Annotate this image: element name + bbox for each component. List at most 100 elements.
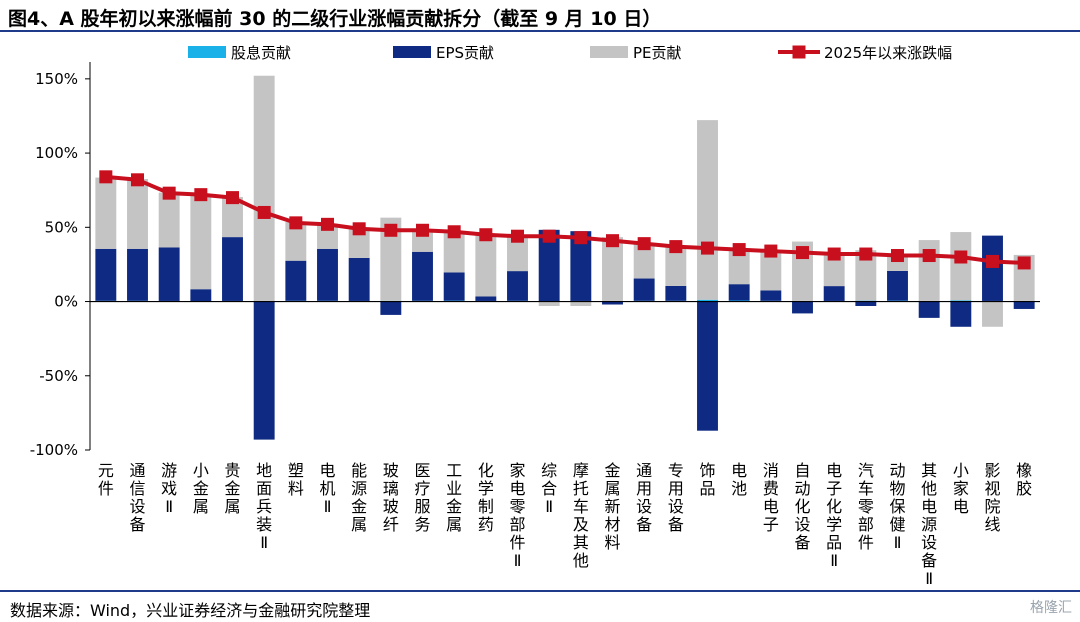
- pe-bar: [823, 253, 845, 287]
- ytd-return-point: [827, 247, 841, 261]
- x-category-label: 金属新材料: [604, 461, 620, 552]
- x-category-label: 电池: [731, 461, 747, 498]
- x-category-label: 消费电子: [763, 461, 779, 534]
- ytd-return-point: [986, 254, 999, 268]
- x-category-label: 橡胶: [1016, 461, 1032, 498]
- pe-bar: [95, 177, 117, 249]
- pe-bar: [538, 301, 560, 306]
- x-category-label: 其他电源设备 Ⅱ: [921, 461, 937, 588]
- legend-dividend-swatch: [188, 46, 226, 58]
- pe-bar: [602, 237, 623, 301]
- pe-bar: [760, 250, 782, 291]
- ytd-return-point: [321, 217, 334, 231]
- ytd-return-point: [226, 191, 239, 205]
- pe-bar: [475, 234, 497, 297]
- x-category-label: 玻璃玻纤: [383, 461, 399, 534]
- y-tick-label: 50%: [45, 218, 78, 236]
- eps-bar: [222, 237, 243, 301]
- eps-bar: [412, 251, 433, 301]
- x-category-label: 贵金属: [224, 461, 240, 516]
- eps-bar: [950, 301, 972, 327]
- bars: [95, 75, 1035, 440]
- eps-bar: [1013, 301, 1035, 309]
- figure-title: 图4、A 股年初以来涨幅前 30 的二级行业涨幅贡献拆分（截至 9 月 10 日…: [8, 8, 662, 30]
- ytd-return-point: [289, 216, 303, 230]
- ytd-return-point: [99, 170, 113, 184]
- ytd-return-point: [542, 229, 556, 243]
- x-category-label: 游戏 Ⅱ: [161, 461, 177, 516]
- x-category-label: 医疗服务: [414, 461, 430, 534]
- pe-bar: [697, 120, 718, 300]
- legend-dividend: 股息贡献: [188, 44, 291, 62]
- ytd-return-point: [732, 243, 746, 257]
- pe-bar: [570, 301, 592, 306]
- eps-bar: [982, 235, 1003, 301]
- ytd-return-point: [194, 188, 208, 202]
- ytd-return-point: [606, 234, 619, 248]
- eps-bar: [190, 289, 212, 302]
- legend-eps-label: EPS贡献: [436, 44, 494, 62]
- pe-bar: [190, 195, 212, 290]
- eps-bar: [127, 248, 148, 301]
- dividend-bar: [697, 299, 718, 302]
- legend-ytd-return-label: 2025年以来涨跌幅: [824, 44, 952, 62]
- line-series: [99, 170, 1031, 270]
- pe-bar: [158, 192, 180, 248]
- pe-bar: [855, 250, 877, 301]
- ytd-return-point: [416, 223, 429, 237]
- ytd-return-point: [574, 231, 588, 245]
- pe-bar: [348, 228, 370, 258]
- x-category-label: 动物保健 Ⅱ: [889, 461, 905, 552]
- pe-bar: [728, 248, 750, 285]
- x-category-label: 工业金属: [446, 461, 462, 534]
- eps-bar: [317, 248, 338, 301]
- y-axis: 150% 100% 50% 0% -50% -100%: [30, 62, 91, 459]
- eps-bar: [253, 301, 275, 440]
- eps-bar: [602, 301, 623, 305]
- eps-bar: [285, 260, 307, 301]
- eps-bar: [443, 272, 465, 301]
- y-tick-label: 100%: [35, 144, 78, 162]
- eps-bar: [538, 229, 560, 302]
- eps-bar: [697, 301, 718, 431]
- x-category-label: 汽车零部件: [858, 461, 874, 552]
- y-tick-label: 150%: [35, 70, 78, 88]
- x-category-label: 饰品: [699, 461, 715, 498]
- pe-bar: [443, 232, 465, 273]
- ytd-return-point: [447, 225, 461, 239]
- y-tick-label: -100%: [30, 441, 78, 459]
- ytd-return-point: [637, 237, 651, 251]
- x-category-label: 小金属: [193, 461, 209, 516]
- pe-bar: [380, 217, 402, 301]
- x-category-label: 自动化设备: [794, 461, 810, 552]
- eps-bar: [728, 284, 750, 301]
- ytd-return-point: [257, 205, 271, 219]
- ytd-return-point: [162, 186, 176, 200]
- eps-bar: [760, 290, 782, 301]
- x-category-label: 专用设备: [668, 461, 684, 534]
- ytd-return-point: [131, 173, 144, 187]
- pe-bar: [665, 245, 687, 286]
- eps-bar: [158, 247, 180, 301]
- ytd-return-point: [796, 246, 809, 260]
- eps-bar: [823, 286, 845, 301]
- eps-bar: [633, 278, 655, 301]
- ytd-return-point: [669, 240, 683, 254]
- legend: 股息贡献 EPS贡献 PE贡献 2025年以来涨跌幅: [188, 44, 952, 62]
- pe-bar: [507, 235, 528, 272]
- ytd-return-point: [701, 241, 714, 255]
- chart: 股息贡献 EPS贡献 PE贡献 2025年以来涨跌幅 150% 100% 50% 0% -50…: [30, 44, 1040, 588]
- x-category-label: 元件: [98, 461, 114, 498]
- x-category-label: 地面兵装 Ⅱ: [256, 461, 272, 552]
- eps-bar: [95, 248, 117, 301]
- ytd-return-point: [384, 223, 398, 237]
- legend-eps-swatch: [393, 46, 431, 58]
- x-category-label: 电机 Ⅱ: [319, 461, 335, 516]
- x-category-label: 综合 Ⅱ: [541, 461, 557, 516]
- eps-bar: [348, 257, 370, 301]
- x-category-label: 电子化学品 Ⅱ: [826, 461, 842, 570]
- pe-bar: [222, 197, 243, 238]
- ytd-return-point: [479, 228, 493, 242]
- legend-pe-swatch: [590, 46, 628, 58]
